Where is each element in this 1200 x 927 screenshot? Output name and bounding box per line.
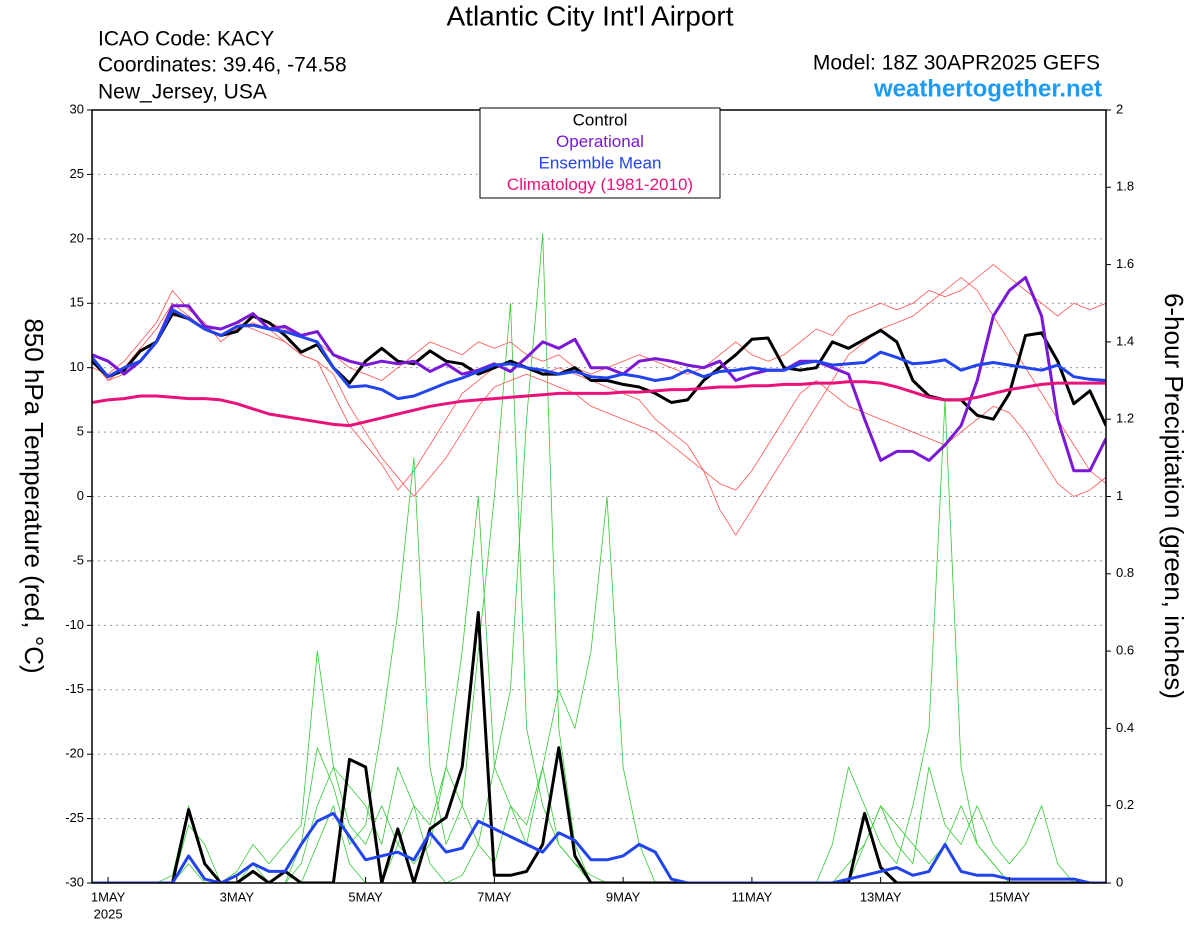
- y2-tick-label: 1: [1116, 488, 1123, 503]
- y-tick-label: 15: [70, 295, 84, 310]
- precip-line: [92, 811, 1106, 883]
- series-line: [92, 380, 1106, 428]
- legend-entry: Control: [573, 110, 628, 129]
- y2-tick-label: 0.2: [1116, 797, 1134, 812]
- x-tick-label: 1MAY: [91, 889, 126, 904]
- member-line: [92, 264, 1106, 381]
- series-line: [92, 312, 1106, 427]
- legend-box: [479, 107, 721, 199]
- plot-lines: [92, 233, 1106, 883]
- station-info: Coordinates: 39.46, -74.58: [98, 54, 347, 77]
- legend-entry: Ensemble Mean: [539, 153, 662, 172]
- x-tick-label: 15MAY: [989, 889, 1031, 904]
- legend-entry: Climatology (1981-2010): [507, 175, 693, 194]
- y2-tick-label: 0: [1116, 874, 1123, 889]
- y-tick-label: -25: [65, 810, 84, 825]
- station-info: New_Jersey, USA: [98, 81, 267, 104]
- precip-line: [92, 233, 1106, 883]
- y2-tick-label: 0.6: [1116, 643, 1134, 658]
- series-line: [92, 308, 1106, 401]
- member-line: [92, 277, 1106, 536]
- y-tick-label: 30: [70, 101, 84, 116]
- chart-title: Atlantic City Int'l Airport: [447, 0, 734, 31]
- y-tick-label: 10: [70, 359, 84, 374]
- y-tick-label: 5: [77, 424, 84, 439]
- site-link: weathertogether.net: [873, 75, 1102, 102]
- x-tick-label: 11MAY: [732, 889, 773, 904]
- station-info: ICAO Code: KACY: [98, 28, 274, 51]
- y-tick-label: -5: [72, 552, 84, 567]
- y2-axis-label: 6-hour Precipitation (green, inches): [1159, 293, 1189, 699]
- y-tick-label: 25: [70, 166, 84, 181]
- y2-tick-label: 1.4: [1116, 333, 1134, 348]
- x-tick-label: 3MAY: [220, 889, 255, 904]
- y-tick-label: 0: [77, 488, 84, 503]
- y2-tick-label: 1.8: [1116, 179, 1134, 194]
- y-axis-label: 850 hPa Temperature (red, °C): [19, 318, 49, 673]
- y-tick-label: -15: [65, 681, 84, 696]
- series-line: [92, 276, 1106, 473]
- y2-tick-label: 0.8: [1116, 565, 1134, 580]
- x-tick-label: 5MAY: [348, 889, 383, 904]
- x-tick-label: 9MAY: [606, 889, 641, 904]
- plot-frame: [91, 109, 1107, 884]
- y2-tick-label: 1.6: [1116, 256, 1134, 271]
- precip-line: [92, 302, 1106, 883]
- y-tick-label: -10: [65, 617, 84, 632]
- year-label: 2025: [94, 906, 123, 921]
- precip-line: [92, 496, 1106, 883]
- grid: [92, 173, 1106, 820]
- y-tick-label: -30: [65, 874, 84, 889]
- legend: Control Operational Ensemble Mean Climatolo…: [479, 107, 721, 199]
- x-tick-label: 13MAY: [860, 889, 902, 904]
- y2-tick-label: 1.2: [1116, 411, 1134, 426]
- y-tick-label: 20: [70, 230, 84, 245]
- axes: -30-25-20-15-10-505101520253000.20.40.60…: [65, 101, 1134, 921]
- precip-line: [92, 399, 1106, 883]
- legend-entry: Operational: [556, 132, 644, 151]
- model-info: Model: 18Z 30APR2025 GEFS: [813, 52, 1100, 75]
- y2-tick-label: 0.4: [1116, 720, 1134, 735]
- precip-line: [92, 611, 1106, 883]
- y-tick-label: -20: [65, 746, 84, 761]
- x-tick-label: 7MAY: [477, 889, 512, 904]
- y2-tick-label: 2: [1116, 101, 1123, 116]
